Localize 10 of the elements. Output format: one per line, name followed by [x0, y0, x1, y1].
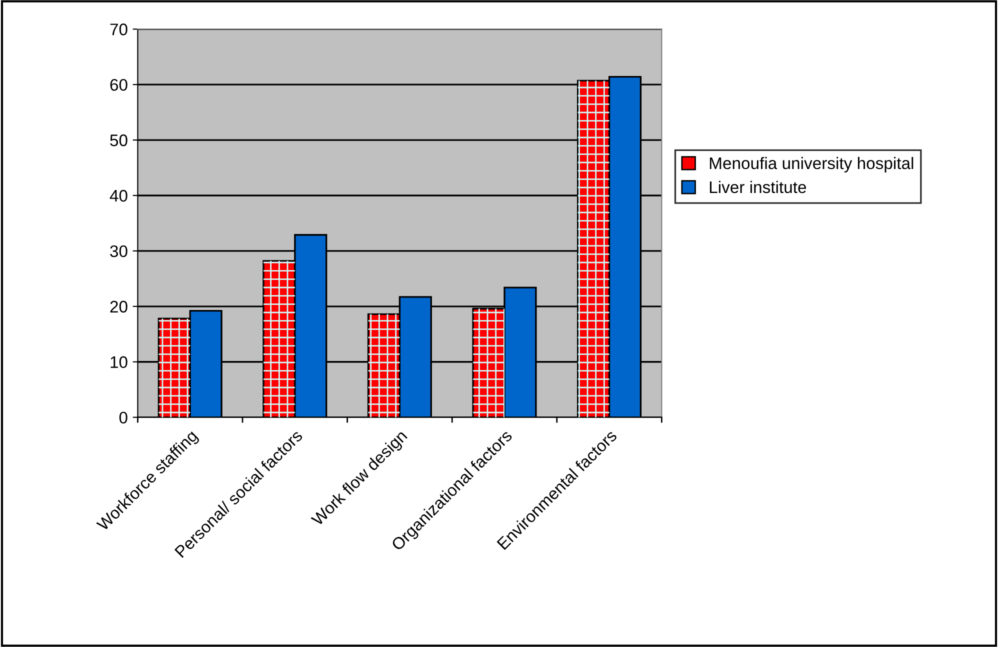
- y-tick-label: 30: [110, 245, 128, 258]
- y-tick-label: 40: [110, 190, 128, 202]
- y-tick-label: 0: [119, 412, 128, 424]
- legend-label: Menoufia university hospital: [710, 156, 914, 172]
- y-tick-label: 20: [110, 300, 128, 313]
- y-tick-label: 70: [110, 24, 128, 36]
- legend-label: Liver institute: [710, 180, 806, 194]
- y-tick-label: 50: [110, 134, 128, 146]
- y-tick-label: 10: [110, 356, 128, 368]
- y-tick-label: 60: [110, 78, 128, 91]
